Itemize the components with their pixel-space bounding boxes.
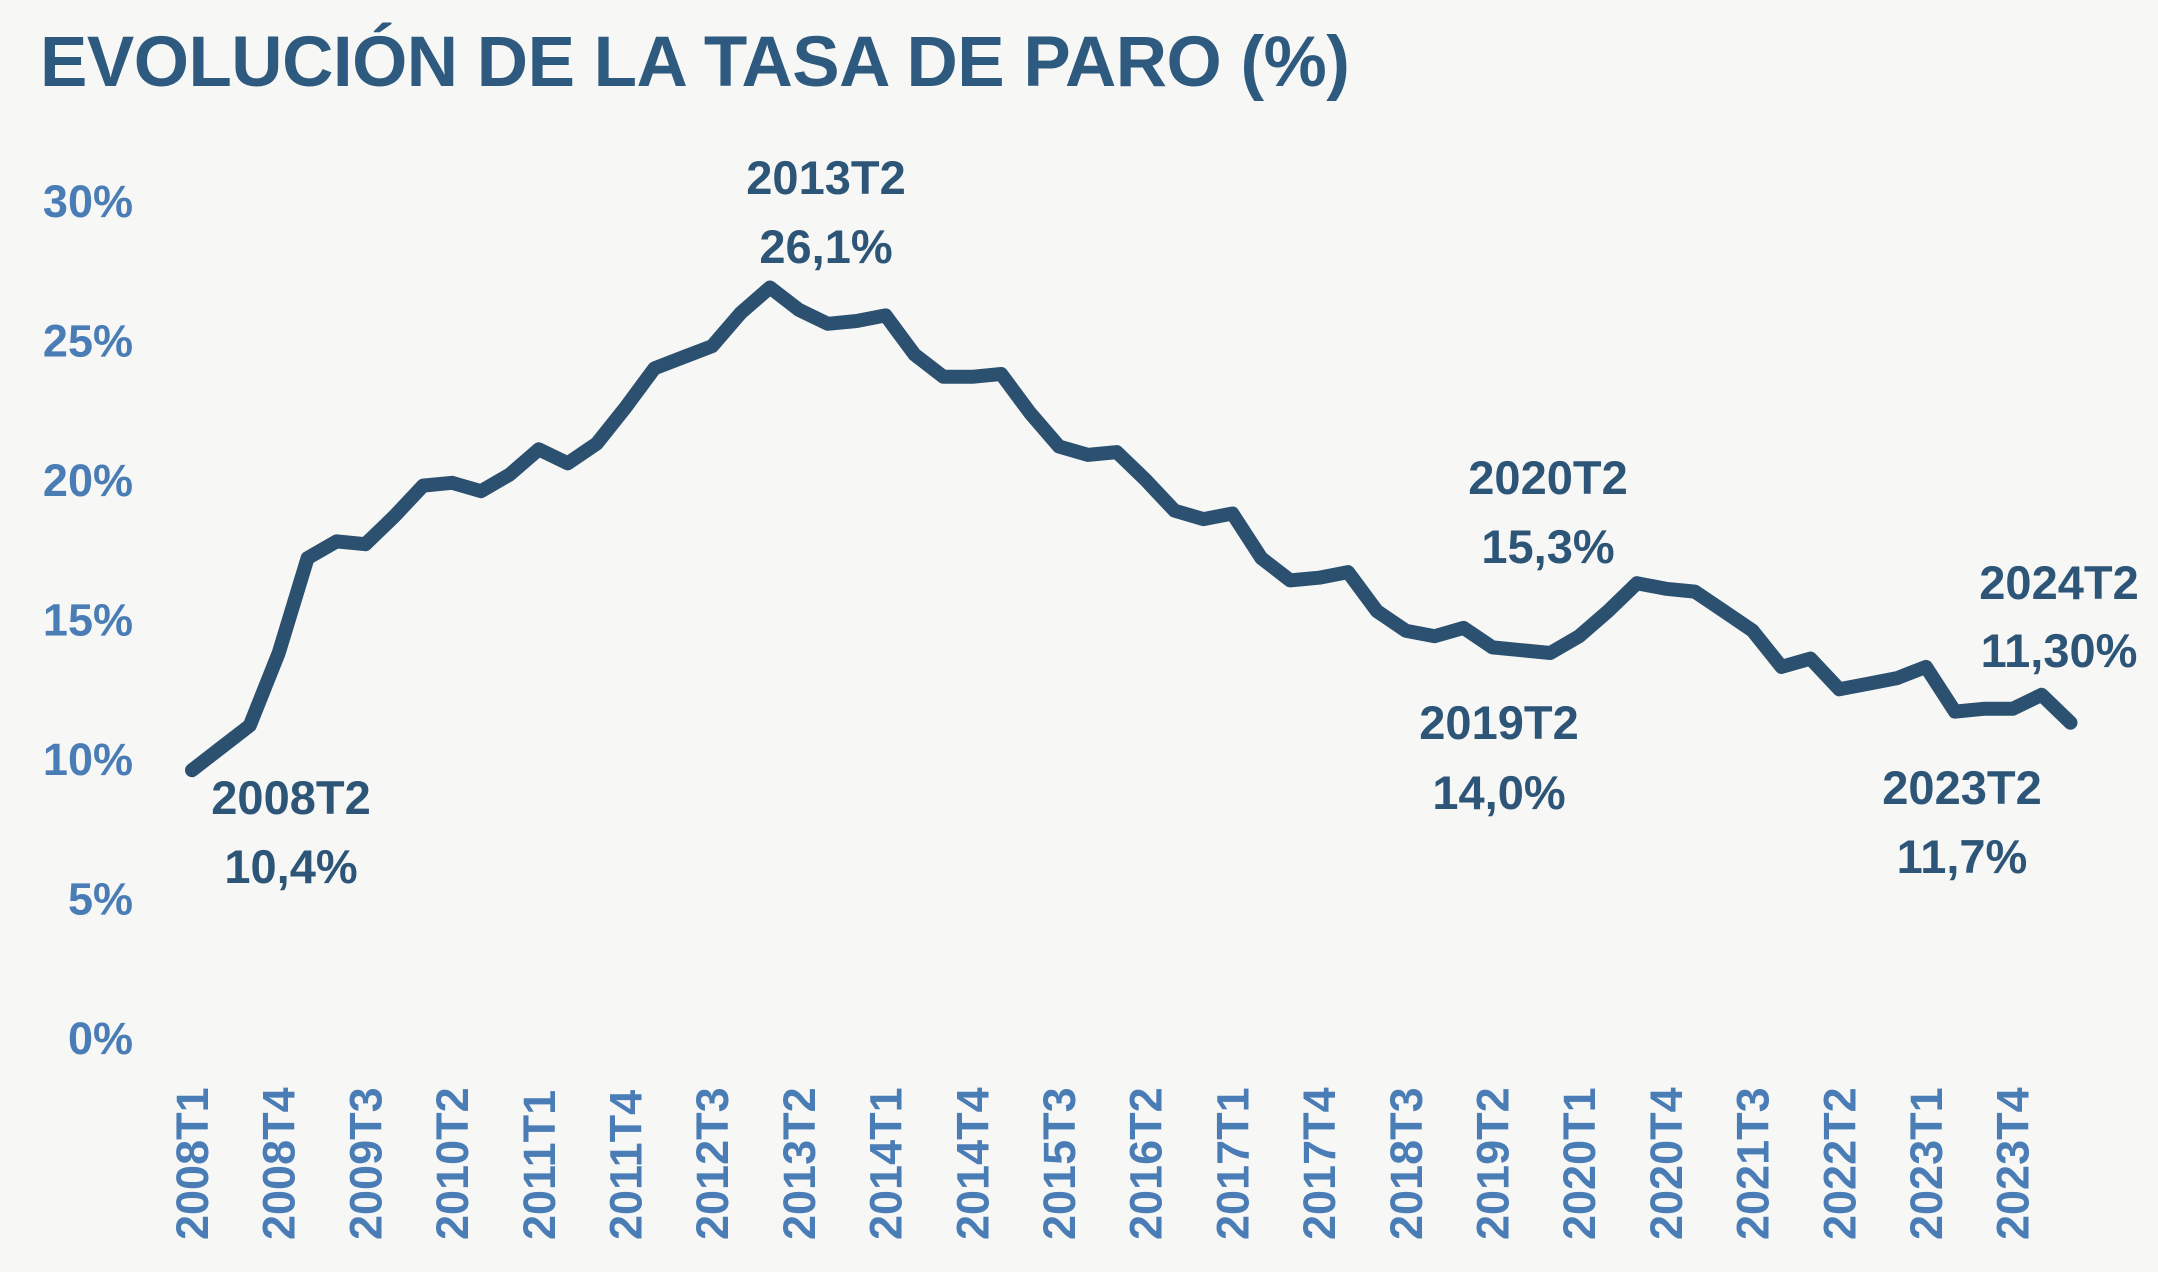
x-tick-label: 2008T1	[167, 1087, 218, 1240]
y-tick-label: 15%	[43, 595, 133, 646]
annotation-quarter-label: 2020T2	[1468, 451, 1627, 504]
x-tick-label: 2022T2	[1814, 1087, 1865, 1240]
x-tick-label: 2012T3	[687, 1087, 738, 1240]
x-tick-label: 2008T4	[254, 1087, 305, 1240]
x-tick-label: 2020T4	[1641, 1087, 1692, 1240]
y-axis-labels: 30% 25% 20% 15% 10% 5% 0%	[43, 176, 133, 1064]
annotation-quarter-label: 2013T2	[746, 151, 905, 204]
annotation-value-label: 14,0%	[1432, 766, 1565, 819]
x-tick-label: 2014T1	[861, 1087, 912, 1240]
y-tick-label: 30%	[43, 176, 133, 227]
x-tick-label: 2018T3	[1381, 1087, 1432, 1240]
annotation-quarter-label: 2019T2	[1419, 696, 1578, 749]
x-tick-label: 2020T1	[1554, 1087, 1605, 1240]
x-tick-label: 2014T4	[947, 1087, 998, 1240]
x-tick-label: 2011T4	[601, 1090, 652, 1240]
annotation-value-label: 11,30%	[1981, 624, 2138, 677]
x-tick-label: 2016T2	[1121, 1087, 1172, 1240]
y-tick-label: 5%	[68, 874, 133, 925]
annotation-quarter-label: 2008T2	[211, 771, 370, 824]
unemployment-rate-line	[185, 280, 2078, 778]
x-tick-label: 2015T3	[1034, 1087, 1085, 1240]
x-tick-label: 2010T2	[427, 1087, 478, 1240]
x-tick-label: 2019T2	[1468, 1087, 1519, 1240]
annotation-value-label: 11,7%	[1897, 830, 2028, 883]
annotation-value-label: 15,3%	[1481, 520, 1614, 573]
x-tick-label: 2013T2	[774, 1087, 825, 1240]
y-tick-label: 10%	[43, 734, 133, 785]
x-tick-label: 2023T4	[1988, 1087, 2039, 1240]
annotation-quarter-label: 2023T2	[1882, 761, 2041, 814]
x-tick-label: 2017T4	[1294, 1087, 1345, 1240]
annotation-value-label: 10,4%	[224, 840, 357, 893]
y-tick-label: 0%	[68, 1013, 133, 1064]
x-tick-label: 2023T1	[1901, 1087, 1952, 1240]
x-axis-labels: 2008T1 2008T4 2009T3 2010T2 2011T1 2011T4 2012…	[167, 1087, 2039, 1240]
annotation-quarter-label: 2024T2	[1979, 556, 2138, 609]
x-tick-label: 2021T3	[1728, 1087, 1779, 1240]
chart-title: EVOLUCIÓN DE LA TASA DE PARO (%)	[40, 23, 1350, 102]
x-tick-label: 2011T1	[514, 1090, 565, 1240]
data-point-annotations: 2013T2 26,1% 2008T2 10,4% 2020T2 15,3% 2019T2 1…	[211, 151, 2138, 893]
annotation-value-label: 26,1%	[759, 220, 892, 273]
y-tick-label: 25%	[43, 316, 133, 367]
y-tick-label: 20%	[43, 455, 133, 506]
x-tick-label: 2009T3	[340, 1087, 391, 1240]
x-tick-label: 2017T1	[1207, 1087, 1258, 1240]
